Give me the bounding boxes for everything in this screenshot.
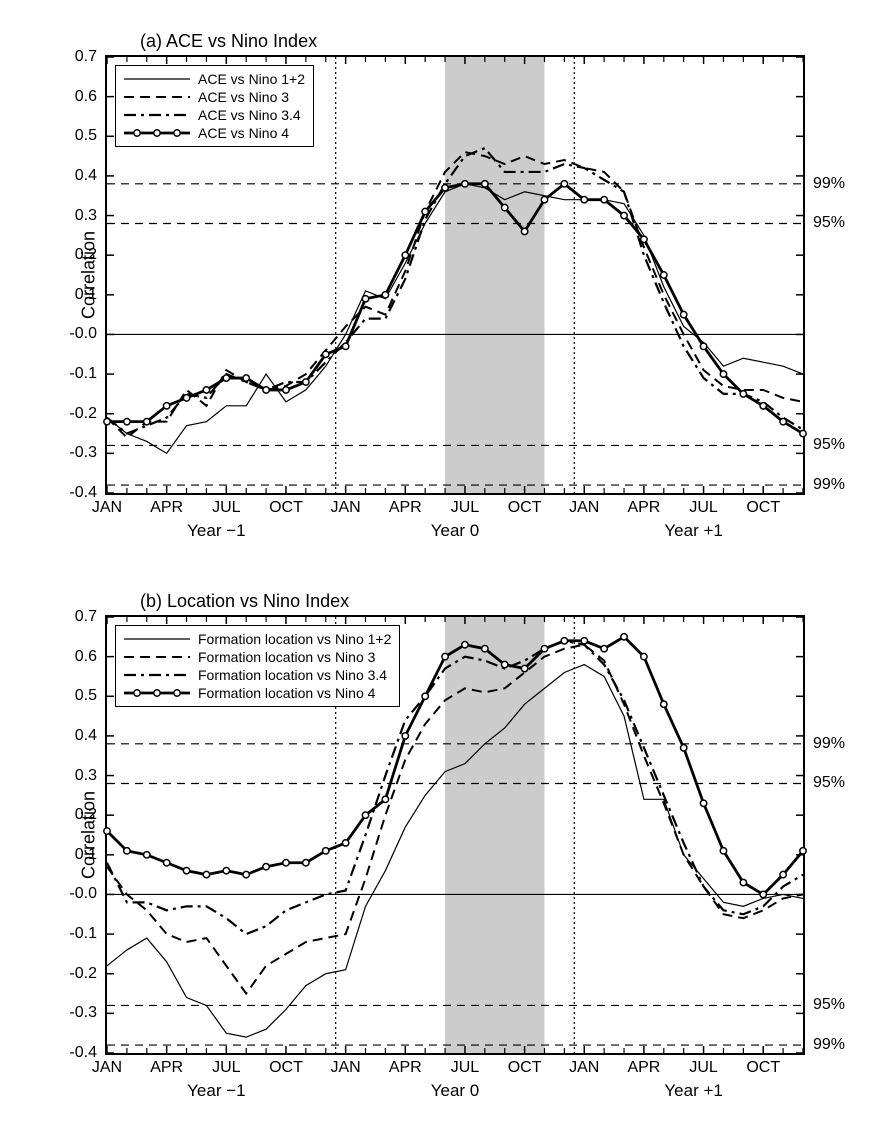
legend-item: Formation location vs Nino 1+2 [122, 630, 391, 648]
xtick-label: OCT [746, 1059, 780, 1077]
ytick-label: 0.5 [75, 127, 97, 145]
sig-label: 95% [813, 774, 845, 792]
ytick-label: 0.4 [75, 727, 97, 745]
ytick-label: -0.0 [69, 885, 97, 903]
x-year-label: Year +1 [664, 1081, 722, 1101]
xtick-label: APR [389, 499, 422, 517]
xtick-label: JAN [569, 1059, 599, 1077]
xtick-label: OCT [508, 1059, 542, 1077]
xtick-label: JAN [331, 1059, 361, 1077]
ytick-label: -0.2 [69, 965, 97, 983]
legend-label: ACE vs Nino 3.4 [198, 107, 301, 123]
xtick-label: APR [150, 499, 183, 517]
legend-item: Formation location vs Nino 4 [122, 684, 391, 702]
legend-label: ACE vs Nino 1+2 [198, 71, 305, 87]
ytick-label: -0.4 [69, 484, 97, 502]
xtick-label: JUL [689, 1059, 717, 1077]
legend-item: ACE vs Nino 1+2 [122, 70, 305, 88]
panel-a-ylabel: Correlation [79, 231, 100, 319]
sig-label: 99% [813, 476, 845, 494]
xtick-label: OCT [269, 1059, 303, 1077]
xtick-label: JUL [212, 499, 240, 517]
x-year-label: Year +1 [664, 521, 722, 541]
xtick-label: JAN [331, 499, 361, 517]
sig-label: 95% [813, 214, 845, 232]
xtick-label: APR [389, 1059, 422, 1077]
xtick-label: OCT [746, 499, 780, 517]
legend-label: ACE vs Nino 3 [198, 89, 289, 105]
panel-b: (b) Location vs Nino Index 95%99%95%99%J… [105, 615, 805, 1055]
ytick-label: -0.3 [69, 1004, 97, 1022]
sig-label: 99% [813, 1036, 845, 1054]
xtick-label: APR [627, 499, 660, 517]
x-year-label: Year −1 [187, 521, 245, 541]
sig-label: 99% [813, 175, 845, 193]
panel-b-title: (b) Location vs Nino Index [140, 591, 349, 612]
legend: ACE vs Nino 1+2 ACE vs Nino 3 ACE vs Nino … [115, 65, 314, 147]
legend-label: Formation location vs Nino 3 [198, 649, 375, 665]
x-year-label: Year 0 [431, 1081, 480, 1101]
ytick-label: 0.6 [75, 88, 97, 106]
xtick-label: APR [150, 1059, 183, 1077]
x-year-label: Year −1 [187, 1081, 245, 1101]
ytick-label: 0.3 [75, 767, 97, 785]
ytick-label: 0.6 [75, 648, 97, 666]
xtick-label: JUL [212, 1059, 240, 1077]
xtick-label: APR [627, 1059, 660, 1077]
ytick-label: -0.4 [69, 1044, 97, 1062]
ytick-label: 0.5 [75, 687, 97, 705]
ytick-label: 0.4 [75, 167, 97, 185]
panel-b-ylabel: Correlation [79, 791, 100, 879]
legend-item: Formation location vs Nino 3 [122, 648, 391, 666]
xtick-label: OCT [508, 499, 542, 517]
sig-label: 95% [813, 996, 845, 1014]
ytick-label: -0.3 [69, 444, 97, 462]
figure-root: (a) ACE vs Nino Index 95%99%95%99%JANAPR… [15, 15, 872, 1108]
ytick-label: 0.3 [75, 207, 97, 225]
legend-label: ACE vs Nino 4 [198, 125, 289, 141]
panel-b-plot: 95%99%95%99%JANAPRJULOCTJANAPRJULOCTJANA… [105, 615, 805, 1055]
xtick-label: JUL [451, 1059, 479, 1077]
legend-item: ACE vs Nino 3.4 [122, 106, 305, 124]
legend-label: Formation location vs Nino 4 [198, 685, 375, 701]
sig-label: 95% [813, 436, 845, 454]
ytick-label: -0.0 [69, 325, 97, 343]
xtick-label: JAN [569, 499, 599, 517]
legend-label: Formation location vs Nino 1+2 [198, 631, 391, 647]
ytick-label: 0.7 [75, 608, 97, 626]
legend-item: ACE vs Nino 3 [122, 88, 305, 106]
legend-item: ACE vs Nino 4 [122, 124, 305, 142]
x-year-label: Year 0 [431, 521, 480, 541]
xtick-label: OCT [269, 499, 303, 517]
legend-label: Formation location vs Nino 3.4 [198, 667, 387, 683]
panel-a-plot: 95%99%95%99%JANAPRJULOCTJANAPRJULOCTJANA… [105, 55, 805, 495]
sig-label: 99% [813, 735, 845, 753]
panel-a-title: (a) ACE vs Nino Index [140, 31, 317, 52]
legend-item: Formation location vs Nino 3.4 [122, 666, 391, 684]
xtick-label: JUL [689, 499, 717, 517]
xtick-label: JUL [451, 499, 479, 517]
ytick-label: -0.1 [69, 365, 97, 383]
ytick-label: -0.1 [69, 925, 97, 943]
ytick-label: 0.7 [75, 48, 97, 66]
panel-a: (a) ACE vs Nino Index 95%99%95%99%JANAPR… [105, 55, 805, 495]
ytick-label: -0.2 [69, 405, 97, 423]
legend: Formation location vs Nino 1+2 Formation … [115, 625, 400, 707]
